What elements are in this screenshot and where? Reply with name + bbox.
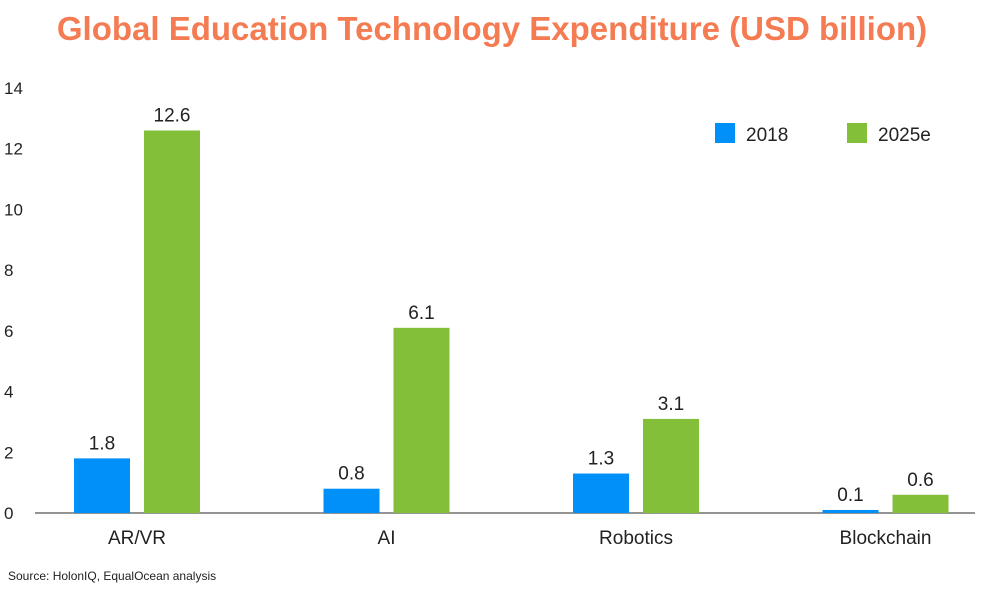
legend-label: 2018 xyxy=(746,125,788,146)
data-label: 3.1 xyxy=(658,394,684,415)
bar-2025e-blockchain xyxy=(892,494,949,513)
chart-title: Global Education Technology Expenditure … xyxy=(56,10,928,47)
legend-swatch-2018 xyxy=(715,123,735,143)
bar-2018-blockchain xyxy=(822,509,879,513)
data-label: 1.3 xyxy=(588,449,614,470)
data-label: 6.1 xyxy=(408,303,434,324)
bar-2018-ai xyxy=(323,488,380,513)
y-axis-ticks: 0 2 4 6 8 10 12 14 xyxy=(4,79,23,523)
y-tick-label: 2 xyxy=(4,443,13,462)
bars: 1.8 12.6 0.8 6.1 1.3 3.1 0.1 0.6 xyxy=(74,106,949,513)
data-label: 0.6 xyxy=(907,470,933,491)
bar-2025e-robotics xyxy=(643,418,699,513)
x-category-label: Blockchain xyxy=(840,528,932,549)
x-category-label: AI xyxy=(378,528,396,549)
data-label: 1.8 xyxy=(89,433,115,454)
y-tick-label: 10 xyxy=(4,200,23,219)
bar-2025e-arvr xyxy=(144,130,200,513)
source-note: Source: HolonIQ, EqualOcean analysis xyxy=(8,569,217,583)
bar-2018-arvr xyxy=(74,458,130,513)
data-label: 0.8 xyxy=(338,464,364,485)
y-tick-label: 8 xyxy=(4,261,13,280)
bar-2018-robotics xyxy=(573,473,629,513)
data-label: 12.6 xyxy=(154,106,191,127)
x-category-label: Robotics xyxy=(599,528,673,549)
y-tick-label: 14 xyxy=(4,79,23,98)
x-axis-categories: AR/VR AI Robotics Blockchain xyxy=(108,528,931,549)
y-tick-label: 12 xyxy=(4,140,23,159)
legend-label: 2025e xyxy=(878,125,931,146)
y-tick-label: 0 xyxy=(4,504,13,523)
legend: 2018 2025e xyxy=(715,123,931,146)
legend-swatch-2025e xyxy=(847,123,867,143)
y-tick-label: 4 xyxy=(4,383,13,402)
bar-2025e-ai xyxy=(393,327,450,513)
data-label: 0.1 xyxy=(837,485,863,506)
x-category-label: AR/VR xyxy=(108,528,166,549)
y-tick-label: 6 xyxy=(4,322,13,341)
